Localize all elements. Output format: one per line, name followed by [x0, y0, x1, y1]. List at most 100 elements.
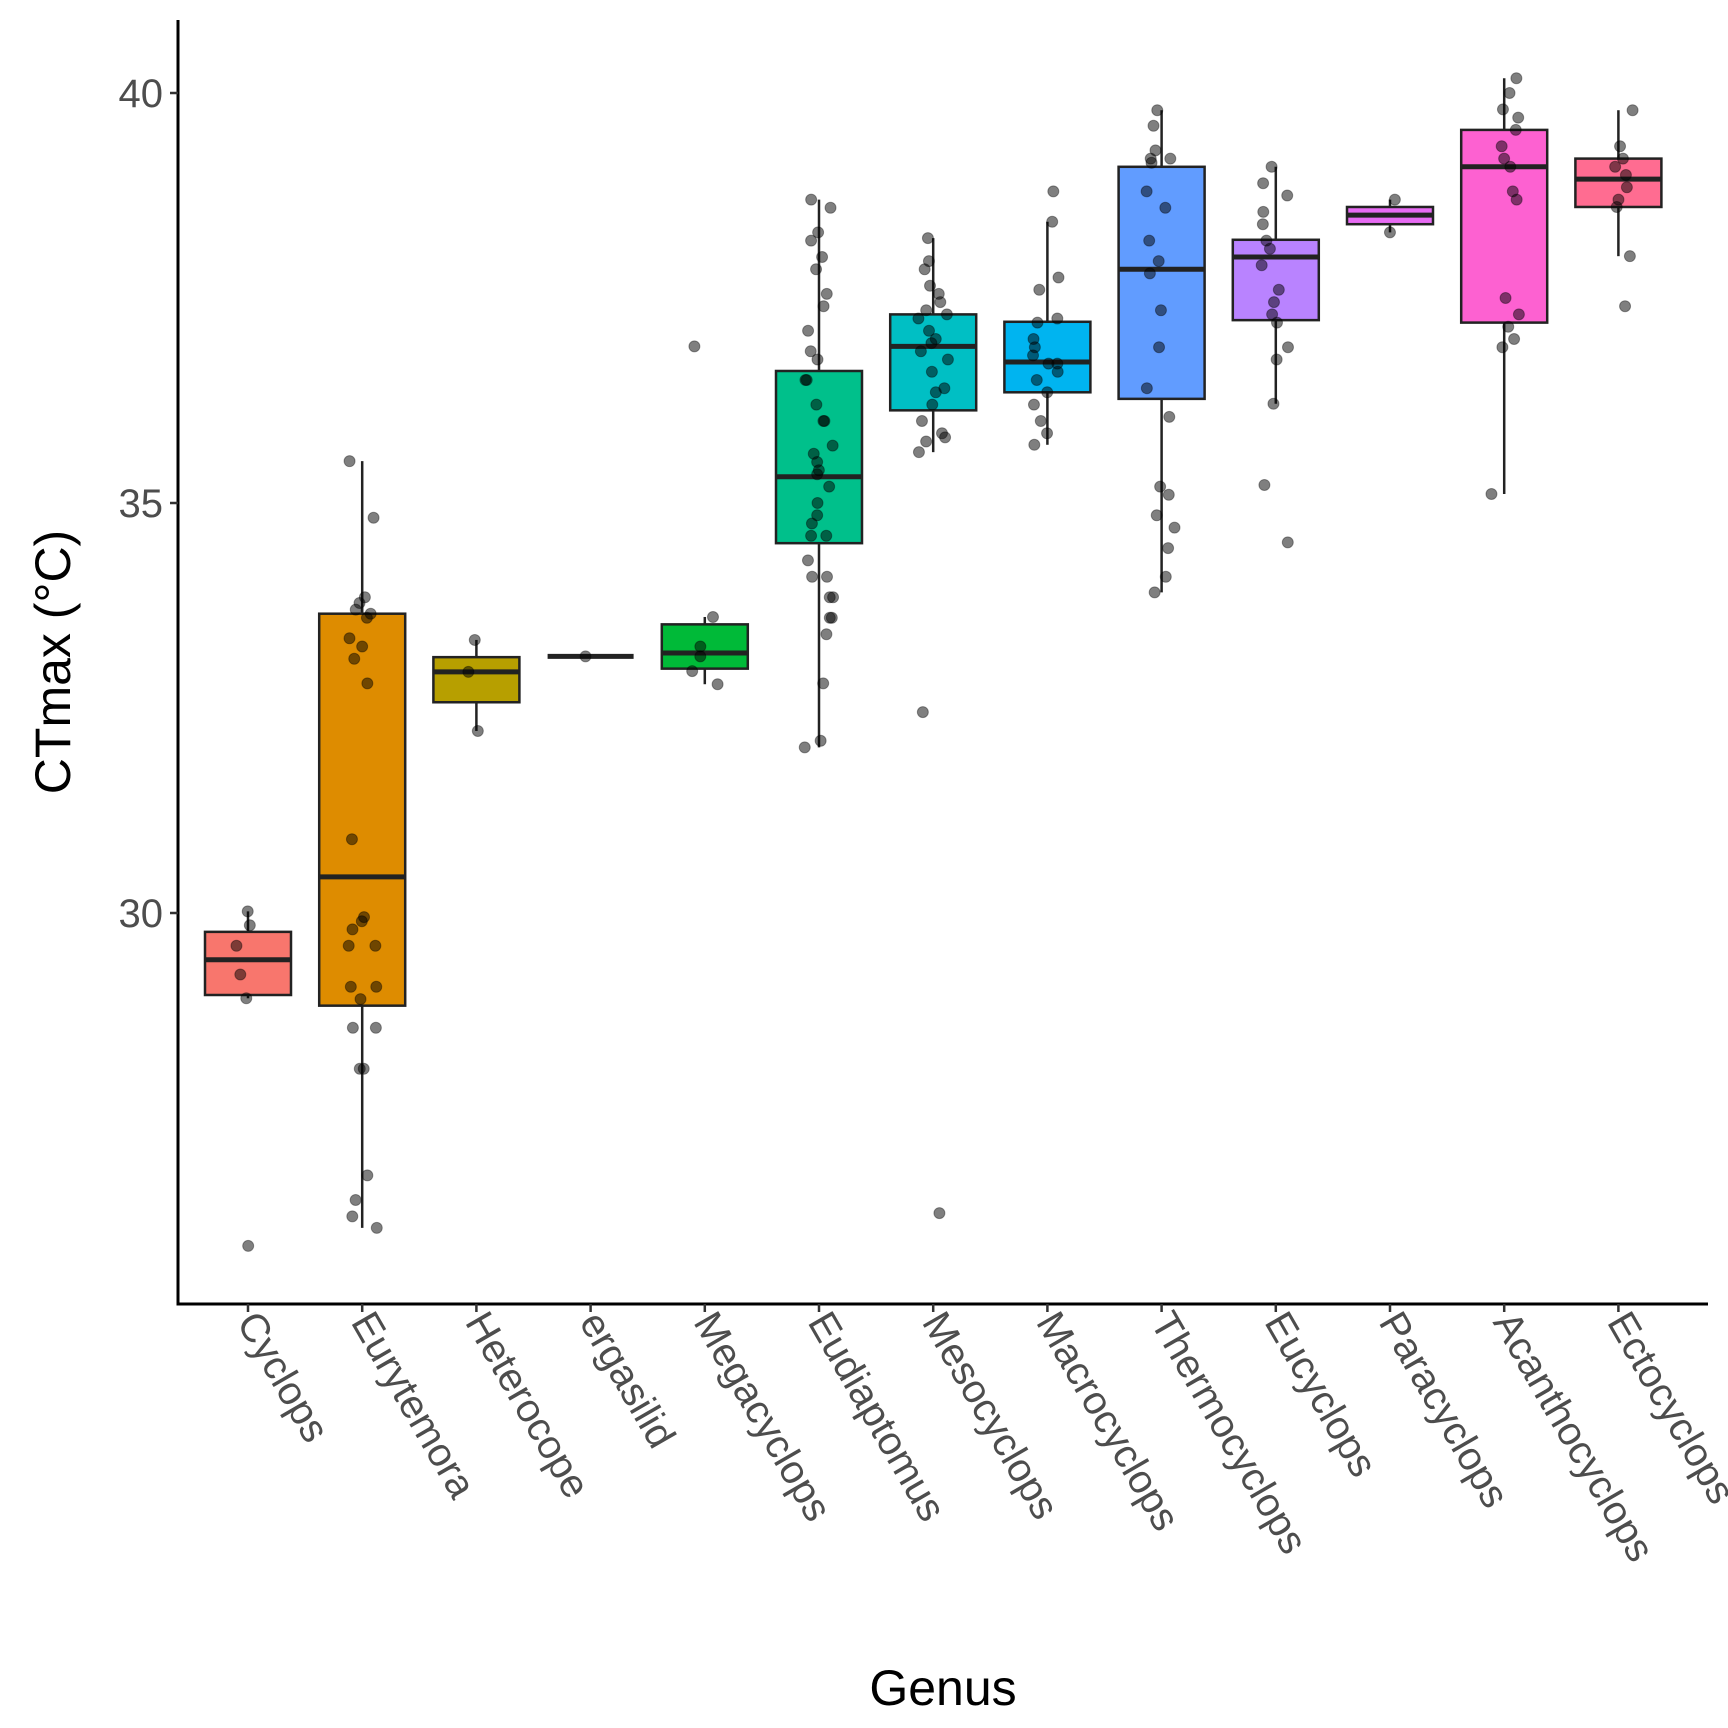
data-point	[1503, 87, 1516, 99]
data-point	[912, 446, 925, 459]
data-point	[243, 919, 256, 932]
box-group-eucyclops	[1231, 160, 1321, 549]
box	[317, 612, 407, 1007]
box-group-ergasilid	[547, 650, 634, 663]
box	[432, 655, 521, 704]
data-point	[1499, 292, 1512, 304]
y-axis-title: CTmax (°C)	[25, 530, 81, 794]
data-point	[1614, 140, 1627, 153]
data-point	[1151, 104, 1164, 117]
data-point	[812, 226, 825, 239]
data-point	[1272, 283, 1285, 296]
data-point	[706, 610, 719, 623]
data-point	[940, 308, 953, 321]
data-point	[827, 591, 840, 604]
box-group-eurytemora	[317, 455, 407, 1234]
data-point	[349, 603, 362, 616]
data-point	[1265, 160, 1278, 173]
data-point	[1051, 312, 1064, 325]
data-point	[1267, 397, 1280, 410]
data-point	[820, 628, 833, 641]
data-point	[1031, 316, 1044, 329]
data-point	[925, 365, 938, 378]
data-point	[1256, 218, 1269, 231]
data-point	[357, 1062, 370, 1075]
data-point	[811, 497, 824, 509]
data-point	[1270, 316, 1283, 329]
data-point	[1504, 160, 1517, 173]
data-point	[344, 980, 357, 993]
data-point	[1257, 205, 1270, 218]
data-point	[346, 923, 359, 936]
plot-area	[203, 72, 1663, 1252]
data-point	[1162, 488, 1175, 501]
box-group-megacyclops	[660, 340, 750, 691]
data-point	[926, 398, 939, 411]
data-point	[367, 511, 380, 524]
data-point	[924, 279, 937, 292]
data-point	[711, 678, 724, 691]
data-point	[1143, 267, 1156, 280]
data-point	[934, 296, 947, 309]
data-point	[1034, 415, 1047, 427]
y-tick-label: 40	[119, 72, 164, 116]
box-group-paracyclops	[1345, 193, 1435, 239]
data-point	[1616, 152, 1629, 165]
data-point	[356, 640, 369, 653]
data-point	[1164, 152, 1177, 165]
data-point	[240, 992, 253, 1005]
data-point	[241, 905, 254, 918]
data-point	[1159, 570, 1172, 583]
data-point	[1498, 152, 1511, 165]
data-point	[1258, 478, 1271, 491]
box	[1003, 320, 1092, 394]
x-axis-title: Genus	[869, 1660, 1016, 1716]
data-point	[345, 833, 358, 846]
box-group-eudiaptomus	[774, 193, 864, 754]
data-point	[826, 439, 839, 452]
data-point	[816, 251, 829, 263]
data-point	[1270, 353, 1283, 366]
data-point	[1152, 255, 1165, 268]
box-group-macrocyclops	[1003, 185, 1092, 451]
data-point	[1496, 341, 1509, 354]
data-point	[1281, 189, 1294, 202]
data-point	[348, 652, 361, 665]
data-point	[1047, 185, 1060, 198]
data-point	[1154, 480, 1167, 493]
data-point	[802, 324, 815, 337]
data-point	[1140, 185, 1153, 198]
x-tick-label-ergasilid: ergasilid	[571, 1305, 684, 1456]
axes	[176, 20, 1708, 1306]
data-point	[1140, 382, 1153, 395]
data-point	[1154, 304, 1167, 317]
data-point	[1051, 365, 1064, 378]
data-point	[1027, 349, 1040, 362]
data-point	[1495, 140, 1508, 153]
data-point	[1143, 234, 1156, 247]
data-point	[361, 1169, 374, 1182]
data-point	[817, 300, 830, 313]
y-tick-label: 35	[119, 482, 164, 526]
data-point	[1028, 438, 1041, 451]
data-point	[1162, 542, 1175, 555]
data-point	[1041, 386, 1054, 399]
data-point	[1281, 536, 1294, 549]
data-point	[1610, 200, 1623, 213]
data-point	[920, 304, 933, 317]
data-point	[820, 529, 833, 542]
data-point	[349, 1194, 362, 1206]
data-point	[1619, 169, 1632, 181]
data-point	[805, 193, 818, 206]
data-point	[343, 632, 356, 645]
data-point	[1496, 103, 1509, 116]
data-point	[916, 706, 929, 719]
data-point	[1509, 123, 1522, 136]
data-point	[1153, 341, 1166, 354]
data-point	[369, 1021, 382, 1034]
data-point	[798, 741, 811, 754]
data-point	[810, 398, 823, 411]
data-point	[941, 353, 954, 366]
box-group-acanthocyclops	[1459, 72, 1549, 500]
data-point	[1510, 72, 1523, 85]
